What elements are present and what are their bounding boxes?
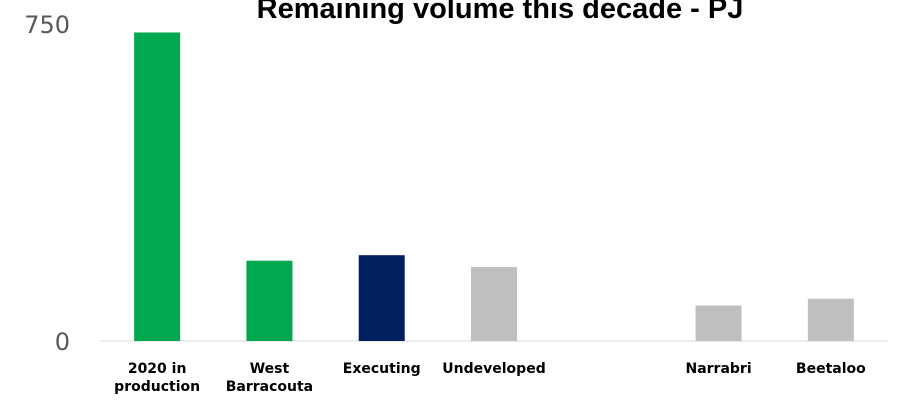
x-tick-label-3: Undeveloped bbox=[442, 361, 545, 377]
x-tick-label-1: West Barracouta bbox=[226, 361, 313, 395]
bar-1 bbox=[246, 260, 293, 341]
x-axis-labels: 2020 in production West Barracouta Executing… bbox=[114, 361, 866, 395]
bar-2 bbox=[358, 255, 405, 341]
bars-group bbox=[134, 32, 854, 341]
bar-3 bbox=[471, 267, 517, 341]
bar-6 bbox=[807, 298, 854, 341]
bar-0 bbox=[134, 32, 181, 341]
bar-5 bbox=[695, 305, 742, 341]
chart-title: Remaining volume this decade - PJ bbox=[257, 0, 744, 25]
y-tick-label-0: 750 bbox=[24, 11, 70, 39]
x-tick-label-0: 2020 in production bbox=[114, 361, 200, 395]
x-tick-label-2: Executing bbox=[343, 361, 421, 377]
x-tick-label-5: Narrabri bbox=[685, 361, 751, 377]
x-tick-label-6: Beetaloo bbox=[796, 361, 866, 377]
y-tick-label-1: 0 bbox=[55, 328, 70, 356]
y-axis-ticks: 750 0 bbox=[24, 11, 70, 356]
